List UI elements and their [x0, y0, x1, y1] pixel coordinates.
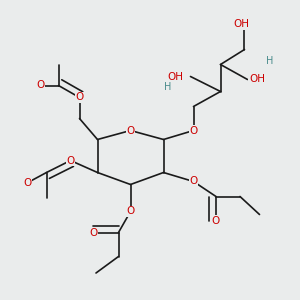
Text: OH: OH: [249, 74, 265, 85]
Text: O: O: [23, 178, 31, 188]
Text: O: O: [189, 176, 198, 187]
Text: OH: OH: [233, 19, 250, 29]
Text: OH: OH: [167, 71, 183, 82]
Text: H: H: [266, 56, 274, 66]
Text: O: O: [89, 227, 97, 238]
Text: O: O: [36, 80, 45, 91]
Text: O: O: [212, 215, 220, 226]
Text: O: O: [66, 155, 75, 166]
Text: O: O: [126, 206, 135, 217]
Text: H: H: [164, 82, 172, 92]
Text: O: O: [126, 125, 135, 136]
Text: O: O: [75, 92, 84, 103]
Text: O: O: [189, 125, 198, 136]
